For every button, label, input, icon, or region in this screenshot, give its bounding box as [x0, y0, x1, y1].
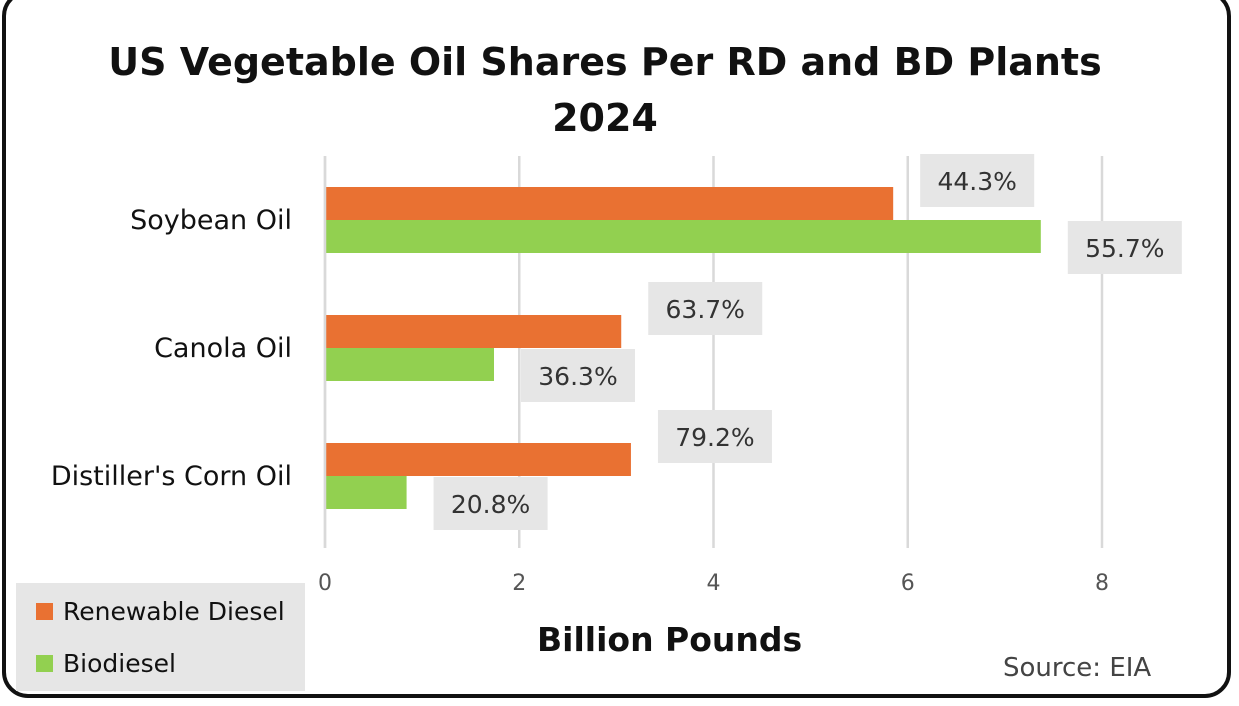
- bar: [325, 443, 631, 476]
- legend-label: Renewable Diesel: [63, 597, 285, 626]
- source-note: Source: EIA: [1003, 653, 1152, 683]
- bar: [325, 220, 1041, 253]
- chart-subtitle: 2024: [552, 96, 658, 140]
- legend-item-biodiesel: Biodiesel: [36, 649, 176, 678]
- data-label: 55.7%: [1085, 234, 1164, 263]
- data-label: 63.7%: [666, 295, 745, 324]
- category-label: Soybean Oil: [130, 205, 292, 236]
- data-label-box: [920, 154, 1035, 207]
- x-tick-label: 0: [318, 571, 332, 596]
- data-label-box: [648, 282, 763, 335]
- data-label-box: [1067, 221, 1182, 274]
- legend-swatch-biodiesel: [36, 655, 53, 672]
- legend-item-renewable-diesel: Renewable Diesel: [36, 597, 285, 626]
- bar: [325, 476, 407, 509]
- data-label: 44.3%: [937, 167, 1016, 196]
- legend-label: Biodiesel: [63, 649, 176, 678]
- category-label: Distiller's Corn Oil: [51, 461, 292, 492]
- bar: [325, 348, 494, 381]
- x-tick-label: 8: [1095, 571, 1109, 596]
- legend-swatch-renewable-diesel: [36, 603, 53, 620]
- x-tick-label: 2: [512, 571, 526, 596]
- bar: [325, 187, 894, 220]
- bar: [325, 315, 622, 348]
- data-label-box: [433, 477, 548, 530]
- data-label: 79.2%: [675, 423, 754, 452]
- data-label-box: [657, 410, 772, 463]
- x-tick-label: 6: [901, 571, 915, 596]
- data-label-box: [520, 349, 635, 402]
- x-axis-label: Billion Pounds: [537, 620, 803, 659]
- data-label: 20.8%: [451, 490, 530, 519]
- category-label: Canola Oil: [154, 333, 292, 364]
- x-tick-label: 4: [707, 571, 721, 596]
- legend: Renewable Diesel Biodiesel: [16, 583, 305, 691]
- chart-title: US Vegetable Oil Shares Per RD and BD Pl…: [108, 40, 1102, 84]
- data-label: 36.3%: [538, 362, 617, 391]
